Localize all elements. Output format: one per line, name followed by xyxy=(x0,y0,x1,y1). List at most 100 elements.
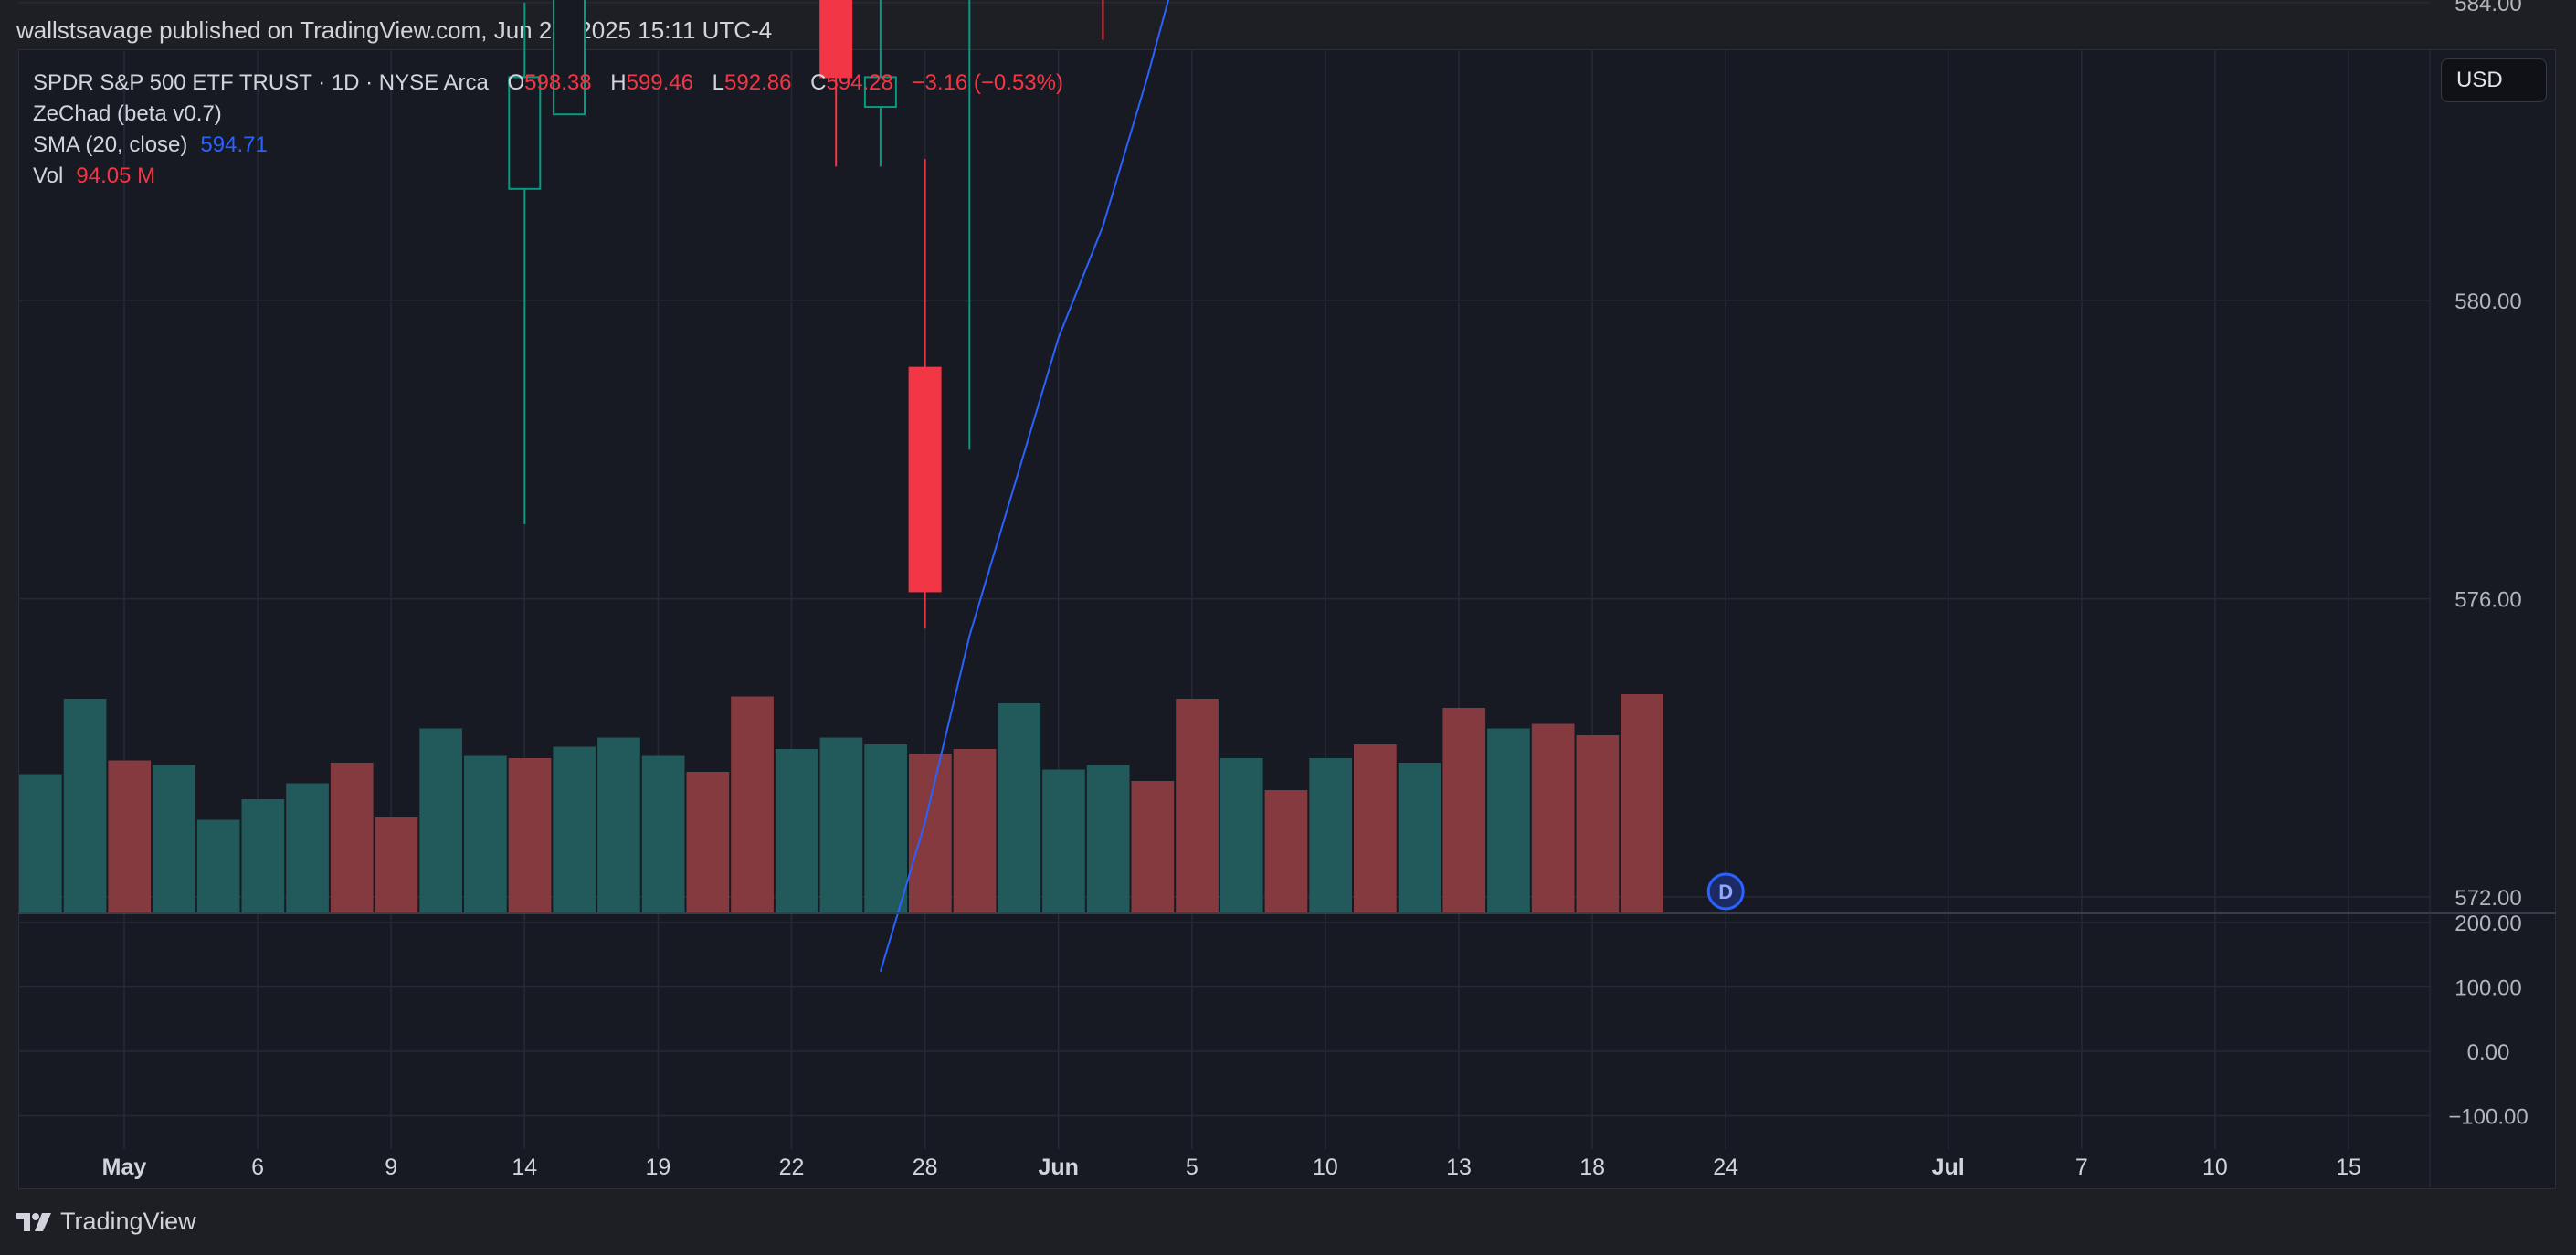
volume-bar xyxy=(1264,790,1308,913)
legend-indicator-1[interactable]: ZeChad (beta v0.7) xyxy=(33,101,222,126)
legend-symbol-row: SPDR S&P 500 ETF TRUST · 1D · NYSE Arca … xyxy=(33,68,1063,99)
legend-sma-value: 594.71 xyxy=(200,132,268,157)
time-tick-label: 22 xyxy=(779,1155,805,1180)
volume-bar xyxy=(597,737,640,913)
legend-c-value: 594.28 xyxy=(826,70,893,95)
candle xyxy=(508,2,542,524)
volume-bar xyxy=(153,765,195,913)
osc-tick-label: −100.00 xyxy=(2448,1105,2528,1130)
candle xyxy=(908,159,942,629)
legend-o-label: O xyxy=(507,70,525,95)
osc-tick-label: 0.00 xyxy=(2467,1040,2510,1065)
volume-bar xyxy=(63,699,107,913)
tradingview-logo-icon xyxy=(16,1212,51,1231)
time-tick-label: Jun xyxy=(1038,1155,1078,1180)
price-tick-label: 584.00 xyxy=(2455,0,2521,16)
volume-bar xyxy=(419,728,462,913)
legend-l-label: L xyxy=(712,70,725,95)
time-tick-label: 7 xyxy=(2075,1155,2088,1180)
chart-frame[interactable] xyxy=(18,49,2556,1189)
publisher-line: wallstsavage published on TradingView.co… xyxy=(16,16,773,44)
volume-bar xyxy=(196,819,240,913)
candle xyxy=(819,0,853,167)
volume-bar xyxy=(953,749,997,913)
volume-bar xyxy=(508,758,552,913)
volume-bar xyxy=(375,817,418,913)
candle xyxy=(1102,0,1104,40)
legend-o-value: 598.38 xyxy=(524,70,592,95)
dividend-marker xyxy=(1706,872,1745,911)
volume-bar xyxy=(1487,728,1530,913)
legend-symbol[interactable]: SPDR S&P 500 ETF TRUST · 1D · NYSE Arca xyxy=(33,70,489,95)
time-tick-label: 5 xyxy=(1186,1155,1198,1180)
volume-bar xyxy=(286,783,329,913)
candle xyxy=(553,0,586,116)
time-tick-label: 19 xyxy=(645,1155,670,1180)
time-tick-label: 14 xyxy=(512,1155,537,1180)
time-tick-label: Jul xyxy=(1932,1155,1965,1180)
legend-l-value: 592.86 xyxy=(724,70,792,95)
price-tick-label: 572.00 xyxy=(2455,886,2521,911)
volume-bar xyxy=(19,774,62,913)
price-tick-label: 576.00 xyxy=(2455,588,2521,613)
volume-bar xyxy=(998,703,1041,913)
volume-bar xyxy=(909,754,952,913)
legend-c-label: C xyxy=(810,70,827,95)
volume-bar xyxy=(819,737,863,913)
volume-bar xyxy=(1219,758,1263,913)
time-tick-label: 24 xyxy=(1713,1155,1738,1180)
overlays: 594.28D xyxy=(1706,872,1745,911)
volume-bar xyxy=(1086,765,1130,913)
time-tick-label: 10 xyxy=(2202,1155,2228,1180)
price-tick-label: 580.00 xyxy=(2455,290,2521,314)
candle-body xyxy=(863,76,897,109)
volume-bar xyxy=(1309,758,1352,913)
candle-body xyxy=(819,0,853,79)
legend-h-value: 599.46 xyxy=(626,70,693,95)
volume-bar xyxy=(1621,694,1663,913)
volume-bar xyxy=(864,744,907,913)
osc-tick-label: 200.00 xyxy=(2455,912,2521,936)
volume-bar xyxy=(641,755,685,913)
grid-lines xyxy=(18,2,2430,1149)
legend-sma-row[interactable]: SMA (20, close) 594.71 xyxy=(33,130,1063,161)
legend-h-label: H xyxy=(610,70,627,95)
price-chart[interactable]: 612.00608.00604.00600.00596.00592.00588.… xyxy=(0,0,2576,1197)
sma-20-line xyxy=(879,0,1170,972)
volume-bar xyxy=(1131,781,1175,913)
volume-bar xyxy=(1042,769,1085,913)
tradingview-brand: TradingView xyxy=(60,1208,196,1235)
dividend-marker-label: D xyxy=(1718,881,1733,903)
tradingview-logo[interactable]: TradingView xyxy=(16,1208,196,1236)
time-tick-label: 18 xyxy=(1579,1155,1605,1180)
volume-bar xyxy=(108,760,152,913)
time-tick-label: May xyxy=(102,1155,147,1180)
volume-bar xyxy=(731,696,774,913)
volume-bar xyxy=(330,763,374,913)
volume-bar xyxy=(464,755,507,913)
candle xyxy=(863,0,897,167)
volume-bar xyxy=(686,772,730,913)
volume-bar xyxy=(1442,708,1486,913)
volume-bar xyxy=(1176,699,1219,913)
time-tick-label: 9 xyxy=(385,1155,397,1180)
legend-vol-label[interactable]: Vol xyxy=(33,163,64,188)
sma-line xyxy=(879,0,1170,972)
volume-bars xyxy=(19,694,1663,913)
candle-body xyxy=(553,0,586,116)
legend-sma-label[interactable]: SMA (20, close) xyxy=(33,132,188,157)
legend-indicator-row[interactable]: ZeChad (beta v0.7) xyxy=(33,99,1063,130)
candle xyxy=(968,0,971,450)
candles xyxy=(508,0,1104,629)
chart-legend: SPDR S&P 500 ETF TRUST · 1D · NYSE Arca … xyxy=(33,68,1063,192)
axes: 612.00608.00604.00600.00596.00592.00588.… xyxy=(18,0,2556,1187)
time-tick-label: 28 xyxy=(913,1155,938,1180)
currency-button[interactable]: USD xyxy=(2441,58,2547,102)
osc-tick-label: 100.00 xyxy=(2455,976,2521,1001)
volume-bar xyxy=(241,799,285,913)
legend-vol-row[interactable]: Vol 94.05 M xyxy=(33,161,1063,192)
candle-body xyxy=(908,366,942,593)
time-tick-label: 6 xyxy=(251,1155,264,1180)
volume-bar xyxy=(1531,723,1575,913)
time-tick-label: 10 xyxy=(1313,1155,1338,1180)
